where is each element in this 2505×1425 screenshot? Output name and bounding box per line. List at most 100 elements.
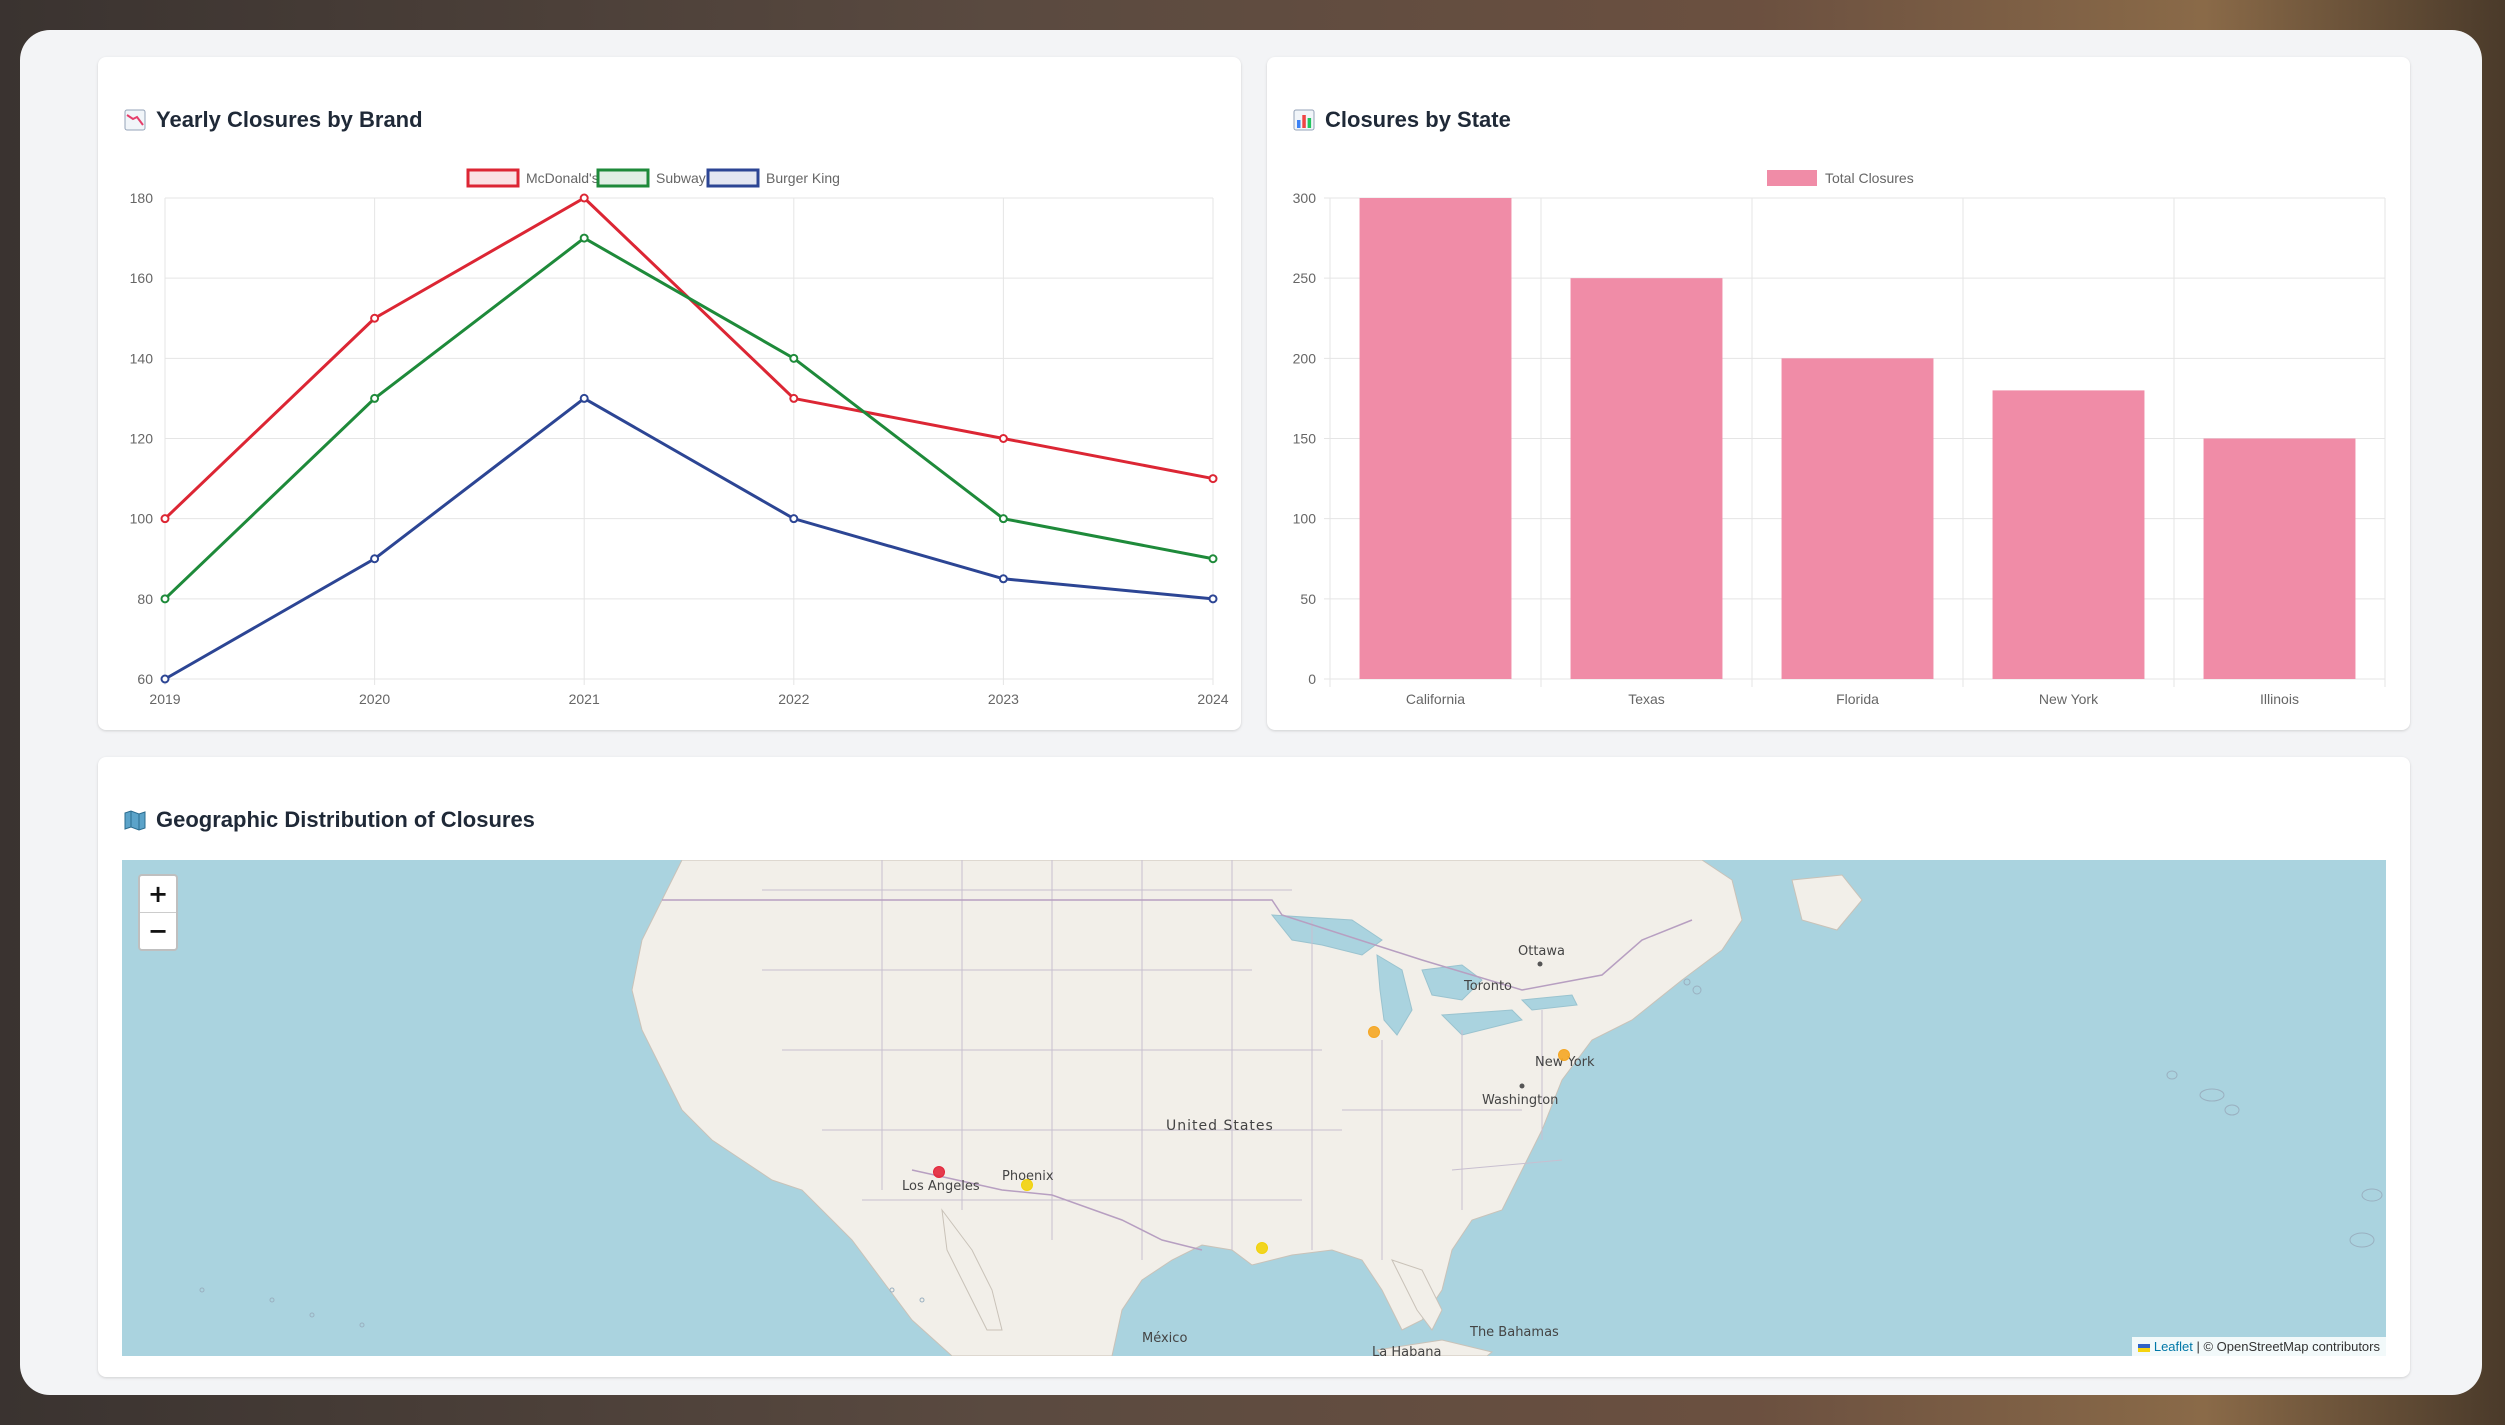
y-tick-label: 300 [1293, 190, 1317, 206]
bar-chart: 0 50 100 150 200 250 300 Total Closures Californ… [1293, 170, 2386, 707]
closure-markers[interactable] [933, 1026, 1570, 1254]
bar-chart-title-text: Closures by State [1325, 107, 1511, 132]
line-chart-title-text: Yearly Closures by Brand [156, 107, 423, 132]
data-point [160, 594, 170, 604]
x-tick-label: Florida [1836, 691, 1879, 707]
y-tick-label: 100 [1293, 511, 1317, 527]
x-tick-label: 2022 [778, 691, 809, 707]
legend-label: Total Closures [1825, 170, 1914, 186]
y-tick-label: 140 [130, 350, 154, 366]
y-tick-label: 150 [1293, 431, 1317, 447]
y-tick-label: 200 [1293, 350, 1317, 366]
land-florida [1391, 1259, 1443, 1331]
bar-chart-icon [1293, 109, 1315, 131]
data-point [1208, 554, 1218, 564]
x-tick-label: 2024 [1197, 691, 1228, 707]
data-point [789, 353, 799, 363]
line-chart: 60 80 100 120 140 160 180 2019 2020 2021 2022 2023 2… [130, 168, 1229, 707]
closure-marker[interactable] [1021, 1179, 1033, 1191]
legend-label: Subway [656, 170, 706, 186]
bar [1781, 358, 1934, 679]
line-chart-card: Yearly Closures by Brand 60 80 100 120 140 16… [98, 57, 1241, 730]
map-label-toronto: Toronto [1463, 979, 1512, 994]
map-label-bahamas: The Bahamas [1469, 1325, 1559, 1340]
legend-label: Burger King [766, 170, 840, 186]
zoom-out-button[interactable]: − [140, 912, 176, 949]
y-tick-label: 180 [130, 190, 154, 206]
data-point [1208, 594, 1218, 604]
map-title-text: Geographic Distribution of Closures [156, 807, 535, 832]
line-chart-title: Yearly Closures by Brand [124, 107, 423, 133]
newfoundland [1791, 874, 1863, 931]
data-point [370, 393, 380, 403]
map-attribution: Leaflet | © OpenStreetMap contributors [2132, 1337, 2386, 1356]
y-tick-label: 120 [130, 431, 154, 447]
legend-swatch [466, 168, 520, 188]
map-label-phoenix: Phoenix [1002, 1169, 1054, 1184]
map-card: Geographic Distribution of Closures [98, 757, 2410, 1377]
map-label-la-habana: La Habana [1372, 1345, 1442, 1356]
canada-us-border [662, 899, 1693, 991]
data-point [370, 554, 380, 564]
land-cuba [1376, 1339, 1494, 1356]
x-tick-label: 2023 [988, 691, 1019, 707]
bar [1570, 278, 1723, 679]
map-label-ottawa: Ottawa [1518, 944, 1565, 959]
legend-swatch [1767, 170, 1817, 186]
x-tick-label: Texas [1628, 691, 1665, 707]
map-label-washington: Washington [1482, 1093, 1558, 1108]
leaflet-link[interactable]: Leaflet [2153, 1339, 2193, 1354]
map-label-los-angeles: Los Angeles [902, 1179, 980, 1194]
series-line [163, 236, 1214, 600]
bar-chart-title: Closures by State [1293, 107, 1511, 133]
map-title: Geographic Distribution of Closures [124, 807, 535, 833]
bar-chart-card: Closures by State 0 50 100 150 200 250 300 Tota… [1267, 57, 2410, 730]
closure-marker[interactable] [933, 1166, 945, 1178]
data-point [370, 313, 380, 323]
dashboard-frame: Yearly Closures by Brand 60 80 100 120 140 16… [20, 30, 2482, 1395]
y-tick-label: 60 [137, 671, 153, 687]
map-icon [124, 809, 146, 831]
map-tiles[interactable]: Ottawa Toronto New York Washington Unite… [122, 860, 2386, 1356]
map-label-united-states: United States [1166, 1118, 1274, 1134]
y-tick-label: 160 [130, 270, 154, 286]
bar [1359, 198, 1512, 679]
map-view[interactable]: Ottawa Toronto New York Washington Unite… [122, 860, 2386, 1356]
data-point [579, 393, 589, 403]
x-tick-label: 2020 [359, 691, 390, 707]
data-point [160, 514, 170, 524]
chart-decreasing-icon [124, 109, 146, 131]
legend-swatch [596, 168, 650, 188]
data-point [998, 574, 1008, 584]
x-tick-label: Illinois [2260, 691, 2299, 707]
data-point [160, 674, 170, 684]
map-label-mexico: México [1142, 1331, 1187, 1346]
us-mexico-border [911, 1169, 1203, 1251]
zoom-in-button[interactable]: + [147, 880, 169, 908]
data-point [998, 434, 1008, 443]
state-borders [762, 860, 1563, 1260]
map-label-new-york: New York [1535, 1055, 1595, 1070]
legend-swatch [706, 168, 760, 188]
zoom-control: + − [138, 874, 178, 951]
data-point [998, 514, 1008, 524]
closure-marker[interactable] [1368, 1026, 1380, 1038]
city-labels: Ottawa Toronto New York Washington Unite… [902, 944, 1595, 1356]
data-point [579, 193, 589, 203]
data-point [579, 233, 589, 243]
x-tick-label: California [1406, 691, 1465, 707]
legend-label: McDonald's [526, 170, 599, 186]
x-tick-label: 2019 [149, 691, 180, 707]
data-point [789, 514, 799, 524]
bar [1992, 390, 2145, 679]
land-north-america [631, 860, 1743, 1356]
data-point [1208, 474, 1218, 484]
closure-marker[interactable] [1558, 1049, 1570, 1061]
bar [2203, 438, 2356, 679]
x-tick-label: New York [2039, 691, 2099, 707]
closure-marker[interactable] [1256, 1242, 1268, 1254]
islands [199, 978, 2383, 1328]
y-tick-label: 0 [1308, 671, 1316, 687]
y-tick-label: 100 [130, 511, 154, 527]
y-tick-label: 80 [137, 591, 153, 607]
